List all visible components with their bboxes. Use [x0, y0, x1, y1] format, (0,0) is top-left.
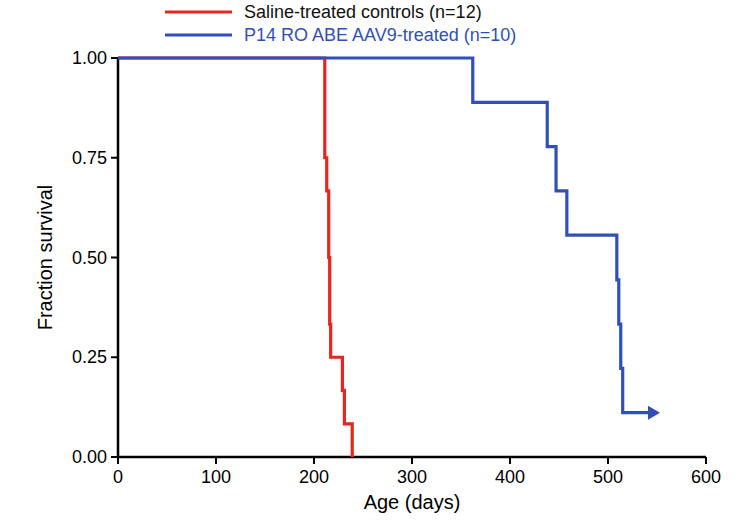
y-tick — [111, 257, 118, 259]
x-tick — [215, 457, 217, 464]
x-tick-label: 200 — [299, 467, 329, 487]
x-tick — [509, 457, 511, 464]
x-axis-label: Age (days) — [364, 491, 461, 513]
y-tick-label: 0.25 — [72, 347, 107, 367]
x-tick-label: 600 — [691, 467, 721, 487]
legend-label: Saline-treated controls (n=12) — [244, 2, 482, 22]
x-tick-label: 400 — [495, 467, 525, 487]
x-tick-label: 0 — [113, 467, 123, 487]
survival-line — [118, 58, 352, 457]
y-tick — [111, 456, 118, 458]
y-tick — [111, 356, 118, 358]
legend-swatch — [165, 33, 232, 36]
chart: 0 100 200 300 400 500 600 0.00 0.25 0.50 0.75 1.00 A… — [0, 0, 750, 526]
censor-arrow — [648, 406, 660, 420]
y-tick-label: 0.75 — [72, 148, 107, 168]
x-tick — [117, 457, 119, 464]
y-tick-label: 0.00 — [72, 447, 107, 467]
series-group — [118, 58, 660, 457]
y-axis-label: Fraction survival — [34, 185, 56, 331]
survival-line — [118, 58, 657, 413]
x-tick-label: 100 — [201, 467, 231, 487]
y-tick-label: 1.00 — [72, 48, 107, 68]
x-tick — [313, 457, 315, 464]
legend-label: P14 RO ABE AAV9-treated (n=10) — [244, 25, 516, 45]
y-tick — [111, 157, 118, 159]
y-tick — [111, 57, 118, 59]
x-tick — [411, 457, 413, 464]
legend: Saline-treated controls (n=12) P14 RO ABE… — [165, 2, 516, 45]
y-tick-label: 0.50 — [72, 248, 107, 268]
x-tick-label: 500 — [593, 467, 623, 487]
x-tick-label: 300 — [397, 467, 427, 487]
legend-swatch — [165, 10, 232, 13]
x-tick — [705, 457, 707, 464]
x-tick — [607, 457, 609, 464]
